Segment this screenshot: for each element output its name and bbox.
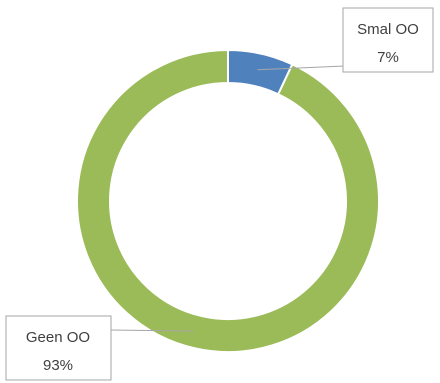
callout-box-geen-oo bbox=[5, 315, 112, 381]
slice-label-smal-oo: Smal OO bbox=[357, 21, 419, 38]
leader-line-geen-oo bbox=[109, 329, 194, 332]
callout-box-smal-oo bbox=[342, 7, 434, 73]
leader-lines-group bbox=[109, 65, 346, 332]
callout-geen-oo: Geen OO 93% bbox=[5, 315, 112, 381]
slice-geen-oo bbox=[76, 48, 380, 353]
callout-smal-oo: Smal OO 7% bbox=[342, 7, 434, 73]
slices-group bbox=[76, 48, 380, 353]
slice-value-geen-oo: 93% bbox=[43, 357, 73, 374]
slice-label-geen-oo: Geen OO bbox=[26, 329, 90, 346]
leader-line-smal-oo bbox=[257, 65, 346, 71]
slice-value-smal-oo: 7% bbox=[377, 49, 399, 66]
